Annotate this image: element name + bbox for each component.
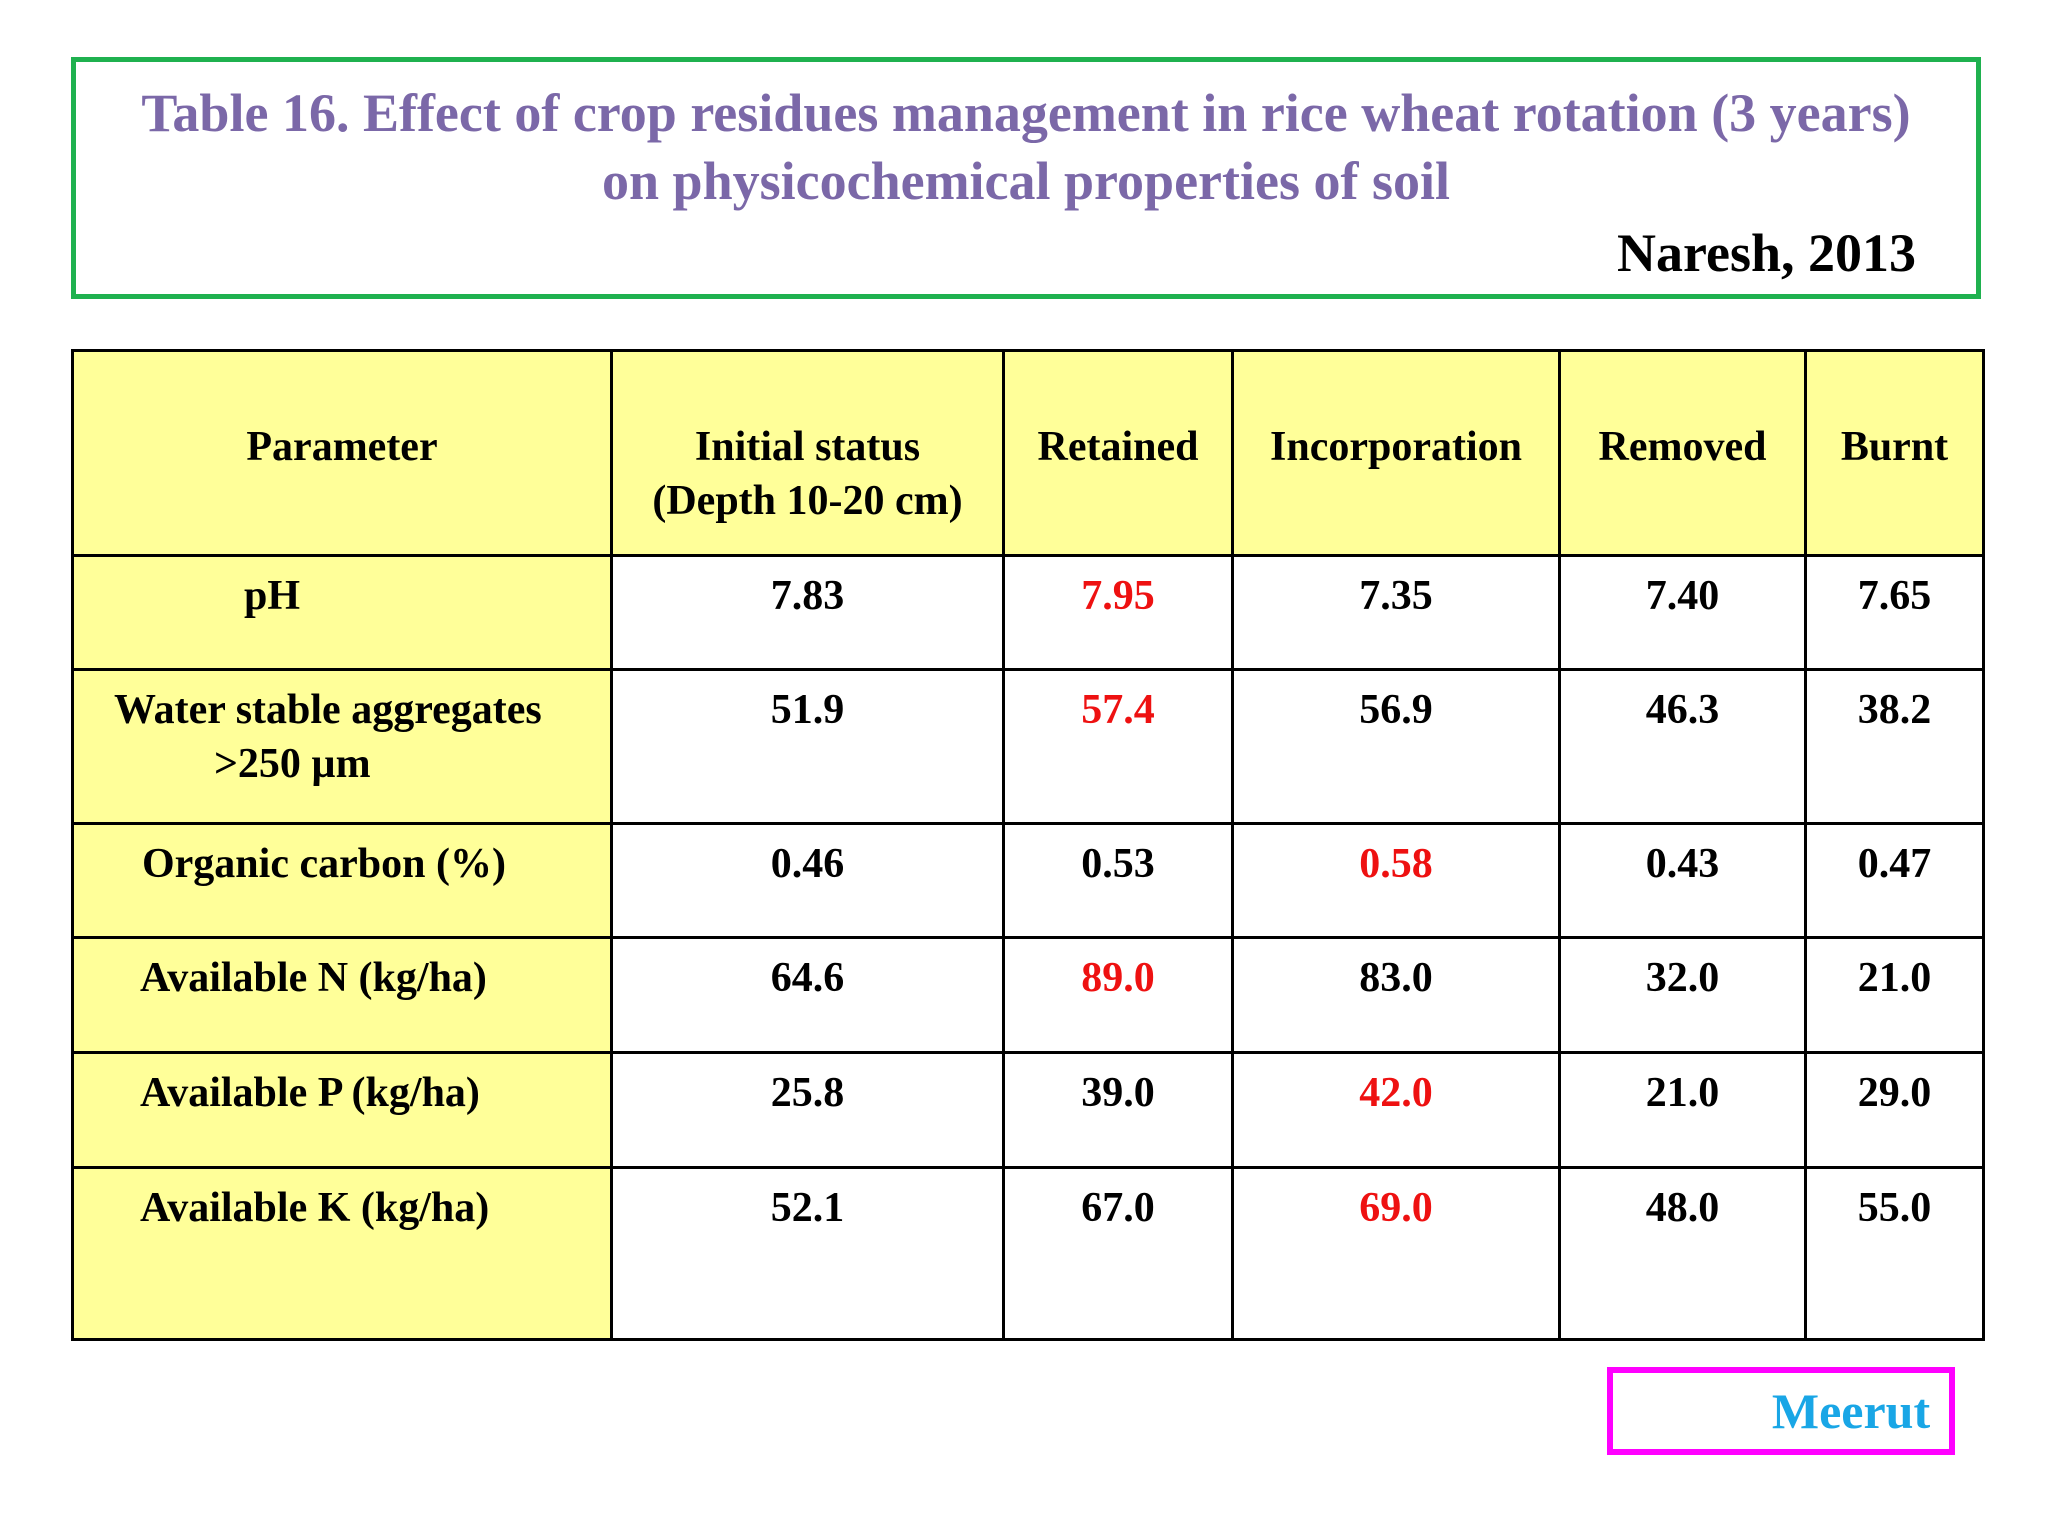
header-initial-line-1: Initial status [694, 424, 921, 470]
cell-removed: 21.0 [1558, 1051, 1807, 1169]
location-label: Meerut [1607, 1367, 1955, 1455]
table-row: Available K (kg/ha) 52.1 67.0 69.0 48.0 … [71, 1166, 1985, 1341]
row-parameter-line-2: >250 µm [214, 741, 371, 787]
row-parameter: Organic carbon (%) [71, 822, 613, 939]
cell-retained: 67.0 [1002, 1166, 1234, 1341]
cell-removed: 48.0 [1558, 1166, 1807, 1341]
title-box: Table 16. Effect of crop residues manage… [71, 57, 1981, 299]
table-row: Water stable aggregates >250 µm 51.9 57.… [71, 668, 1985, 825]
cell-incorporation: 56.9 [1231, 668, 1561, 825]
row-parameter: Available N (kg/ha) [71, 936, 613, 1054]
cell-removed: 32.0 [1558, 936, 1807, 1054]
cell-burnt: 0.47 [1804, 822, 1985, 939]
soil-properties-table: Parameter Initial status (Depth 10-20 cm… [71, 349, 1985, 1341]
cell-removed: 0.43 [1558, 822, 1807, 939]
cell-initial: 64.6 [610, 936, 1005, 1054]
cell-retained: 7.95 [1002, 554, 1234, 671]
table-title-line-1: Table 16. Effect of crop residues manage… [141, 83, 1911, 143]
cell-initial: 51.9 [610, 668, 1005, 825]
citation: Naresh, 2013 [1616, 223, 1916, 283]
table-row: Available P (kg/ha) 25.8 39.0 42.0 21.0 … [71, 1051, 1985, 1169]
header-initial-status: Initial status (Depth 10-20 cm) [610, 349, 1005, 557]
header-incorporation: Incorporation [1231, 349, 1561, 557]
row-parameter: Water stable aggregates >250 µm [71, 668, 613, 825]
row-parameter: Available P (kg/ha) [71, 1051, 613, 1169]
cell-burnt: 7.65 [1804, 554, 1985, 671]
table-row: Available N (kg/ha) 64.6 89.0 83.0 32.0 … [71, 936, 1985, 1054]
table-row: pH 7.83 7.95 7.35 7.40 7.65 [71, 554, 1985, 671]
table-title-line-2: on physicochemical properties of soil [602, 151, 1450, 211]
cell-burnt: 55.0 [1804, 1166, 1985, 1341]
cell-burnt: 29.0 [1804, 1051, 1985, 1169]
cell-retained: 0.53 [1002, 822, 1234, 939]
cell-initial: 0.46 [610, 822, 1005, 939]
header-initial-line-2: (Depth 10-20 cm) [652, 478, 963, 524]
cell-initial: 52.1 [610, 1166, 1005, 1341]
cell-initial: 25.8 [610, 1051, 1005, 1169]
header-retained: Retained [1002, 349, 1234, 557]
row-parameter: Available K (kg/ha) [71, 1166, 613, 1341]
cell-burnt: 38.2 [1804, 668, 1985, 825]
cell-incorporation: 42.0 [1231, 1051, 1561, 1169]
cell-incorporation: 0.58 [1231, 822, 1561, 939]
cell-removed: 7.40 [1558, 554, 1807, 671]
cell-initial: 7.83 [610, 554, 1005, 671]
row-parameter-line-1: Water stable aggregates [114, 687, 542, 733]
cell-incorporation: 7.35 [1231, 554, 1561, 671]
cell-incorporation: 69.0 [1231, 1166, 1561, 1341]
cell-retained: 89.0 [1002, 936, 1234, 1054]
table-row: Organic carbon (%) 0.46 0.53 0.58 0.43 0… [71, 822, 1985, 939]
header-removed: Removed [1558, 349, 1807, 557]
cell-removed: 46.3 [1558, 668, 1807, 825]
cell-burnt: 21.0 [1804, 936, 1985, 1054]
header-burnt: Burnt [1804, 349, 1985, 557]
cell-retained: 57.4 [1002, 668, 1234, 825]
cell-incorporation: 83.0 [1231, 936, 1561, 1054]
row-parameter: pH [71, 554, 613, 671]
header-parameter: Parameter [71, 349, 613, 557]
cell-retained: 39.0 [1002, 1051, 1234, 1169]
table-header-row: Parameter Initial status (Depth 10-20 cm… [71, 349, 1985, 557]
